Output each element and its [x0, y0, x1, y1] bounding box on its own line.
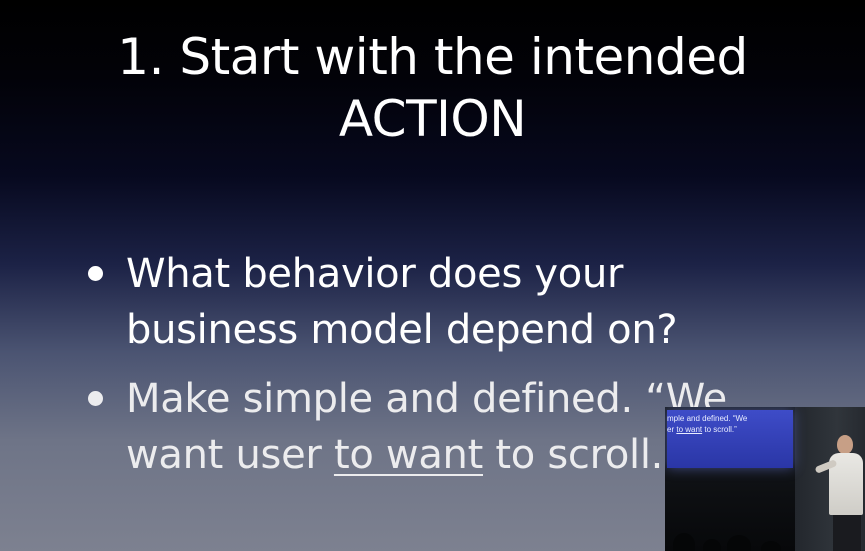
bullet-text-line: want user to want to scroll.”: [126, 427, 846, 483]
bullet-text-fragment: want user: [126, 432, 334, 478]
bullet-dot-icon: [88, 391, 103, 406]
underlined-phrase: to want: [333, 432, 483, 478]
audience-head: [761, 541, 781, 551]
audience-head: [673, 533, 695, 551]
slide-title: 1. Start with the intended ACTION: [0, 26, 865, 150]
title-line-1: 1. Start with the intended: [117, 28, 748, 86]
bullet-text-line: business model depend on?: [126, 307, 678, 353]
bullet-text-line: What behavior does your: [126, 251, 624, 297]
bullet-list: What behavior does your business model d…: [86, 246, 846, 483]
audience-head: [703, 539, 721, 551]
screen-text-line: mple and defined. “We: [667, 414, 748, 423]
title-line-2: ACTION: [338, 90, 527, 148]
audience-head: [727, 535, 751, 551]
screen-text-fragment: to scroll.”: [702, 425, 737, 434]
speaker-legs: [833, 515, 861, 551]
screen-text-fragment: er: [667, 425, 677, 434]
bullet-item-simple: Make simple and defined. “We want user t…: [86, 371, 846, 483]
speaker-figure: [814, 435, 865, 551]
bullet-text-line: Make simple and defined. “We: [126, 376, 727, 422]
bullet-text-fragment: to scroll.”: [483, 432, 684, 478]
audience-silhouettes: [665, 525, 865, 551]
screen-text-line: er to want to scroll.”: [667, 424, 793, 435]
speaker-video-inset: mple and defined. “We er to want to scro…: [665, 407, 865, 551]
screen-underlined-phrase: to want: [676, 425, 703, 434]
projection-screen-text: mple and defined. “We er to want to scro…: [667, 413, 793, 435]
projection-screen: mple and defined. “We er to want to scro…: [667, 410, 793, 468]
bullet-dot-icon: [88, 266, 103, 281]
speaker-head: [837, 435, 853, 454]
bullet-item-behavior: What behavior does your business model d…: [86, 246, 846, 358]
